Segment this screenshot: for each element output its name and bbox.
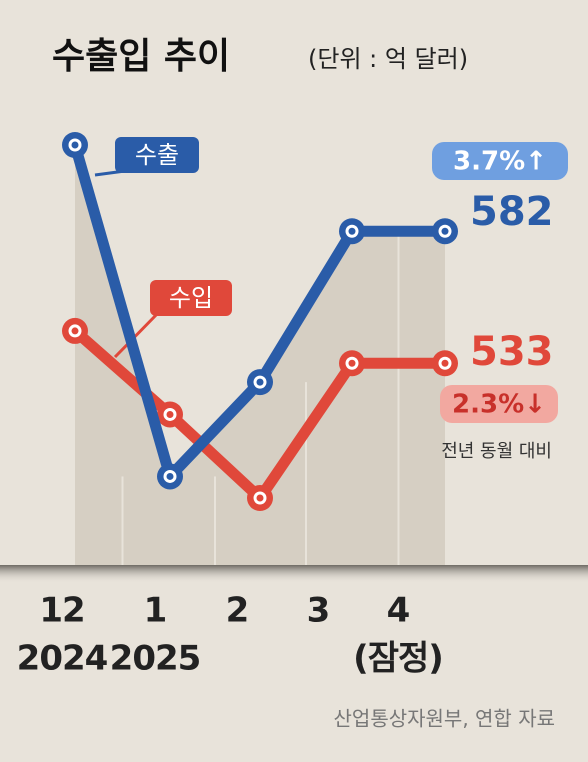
- marker-dot: [71, 141, 79, 149]
- x-tick-label: 3: [307, 591, 330, 631]
- change-box: [432, 142, 568, 180]
- marker-dot: [71, 327, 79, 335]
- marker-dot: [348, 227, 356, 235]
- chart-subtitle: (단위 : 억 달러): [308, 45, 468, 73]
- change-label: 3.7%↑: [453, 147, 547, 177]
- x-tick-label: 2025: [110, 639, 201, 679]
- value-label: 533: [470, 329, 554, 375]
- marker-dot: [441, 359, 449, 367]
- marker-dot: [166, 472, 174, 480]
- x-tick-label: (잠정): [353, 639, 443, 679]
- area: [75, 145, 445, 565]
- x-tick-label: 2: [226, 591, 249, 631]
- baseline-shadow: [0, 565, 588, 583]
- x-tick-label: 1: [144, 591, 167, 631]
- value-label: 582: [470, 189, 554, 235]
- change-note: 전년 동월 대비: [441, 441, 552, 462]
- x-tick-label: 12: [39, 591, 84, 631]
- legend-pointer: [113, 309, 162, 359]
- marker-dot: [256, 378, 264, 386]
- legend-label: 수입: [169, 284, 213, 312]
- change-label: 2.3%↓: [452, 390, 546, 420]
- legend-label: 수출: [135, 141, 179, 169]
- plot: 12 2024 1 2025 2 3 4 (잠정) 수입 533 수출 582 3.7%↑ 2.3%↓ 전년…: [17, 132, 568, 679]
- marker-dot: [166, 410, 174, 418]
- x-tick-label: 2024: [17, 639, 108, 679]
- source: 산업통상자원부, 연합 자료: [334, 707, 555, 731]
- legend-box: [115, 137, 199, 173]
- legend-box: [150, 280, 232, 316]
- marker-dot: [256, 494, 264, 502]
- x-tick-label: 4: [387, 591, 410, 631]
- chart-title: 수출입 추이: [52, 36, 230, 77]
- change-box: [440, 385, 558, 423]
- marker-dot: [441, 227, 449, 235]
- marker-dot: [348, 359, 356, 367]
